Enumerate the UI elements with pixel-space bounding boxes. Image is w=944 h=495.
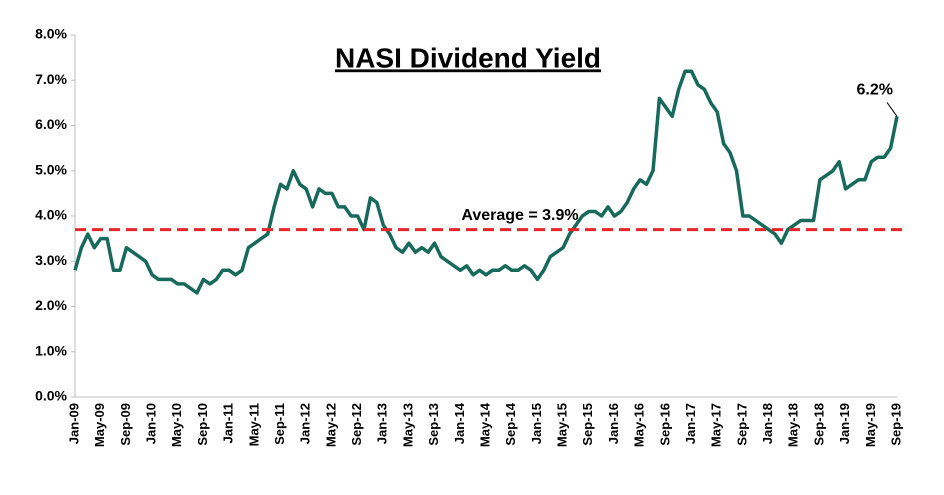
x-tick-label: Sep-13 <box>426 403 441 446</box>
x-tick-label: Sep-09 <box>118 403 133 446</box>
x-tick-label: Sep-12 <box>349 403 364 446</box>
x-tick-label: Jan-18 <box>760 403 775 444</box>
x-tick-label: May-18 <box>786 403 801 447</box>
y-tick-label: 5.0% <box>35 161 67 177</box>
y-tick-label: 2.0% <box>35 297 67 313</box>
y-tick-label: 7.0% <box>35 71 67 87</box>
y-tick-label: 0.0% <box>35 388 67 404</box>
x-tick-label: Jan-14 <box>452 402 467 444</box>
y-tick-label: 4.0% <box>35 207 67 223</box>
x-tick-label: May-13 <box>400 403 415 447</box>
end-label-leader <box>886 102 898 117</box>
series-line <box>73 69 899 295</box>
chart-title: NASI Dividend Yield <box>335 42 601 73</box>
x-tick-label: Sep-16 <box>657 403 672 446</box>
x-tick-label: Sep-10 <box>195 403 210 446</box>
x-tick-label: May-17 <box>709 403 724 447</box>
end-label: 6.2% <box>857 82 893 99</box>
x-tick-label: May-14 <box>477 402 492 447</box>
x-tick-label: May-15 <box>555 403 570 447</box>
y-tick-label: 8.0% <box>35 26 67 42</box>
x-tick-label: Jan-15 <box>529 403 544 444</box>
x-tick-label: Sep-18 <box>811 403 826 446</box>
y-tick-label: 6.0% <box>35 116 67 132</box>
x-tick-label: Jan-11 <box>221 403 236 443</box>
x-tick-label: Jan-17 <box>683 403 698 444</box>
x-tick-label: Sep-14 <box>503 402 518 445</box>
x-tick-label: May-09 <box>92 403 107 447</box>
x-tick-label: Sep-15 <box>580 403 595 446</box>
x-tick-label: May-16 <box>632 403 647 447</box>
x-tick-label: Jan-10 <box>144 403 159 444</box>
y-tick-label: 3.0% <box>35 252 67 268</box>
y-tick-label: 1.0% <box>35 342 67 358</box>
x-tick-label: Jan-09 <box>66 403 81 444</box>
x-tick-label: Sep-19 <box>888 403 903 446</box>
x-tick-label: Jan-19 <box>837 403 852 444</box>
x-tick-label: May-12 <box>323 403 338 447</box>
x-tick-label: Jan-16 <box>606 403 621 444</box>
x-tick-label: Sep-17 <box>734 403 749 446</box>
x-tick-label: Jan-13 <box>375 403 390 444</box>
average-label: Average = 3.9% <box>461 207 578 224</box>
x-tick-label: Sep-11 <box>272 403 287 445</box>
x-tick-label: May-19 <box>863 403 878 447</box>
x-tick-label: May-11 <box>246 403 261 446</box>
x-tick-label: May-10 <box>169 403 184 447</box>
x-tick-label: Jan-12 <box>298 403 313 444</box>
